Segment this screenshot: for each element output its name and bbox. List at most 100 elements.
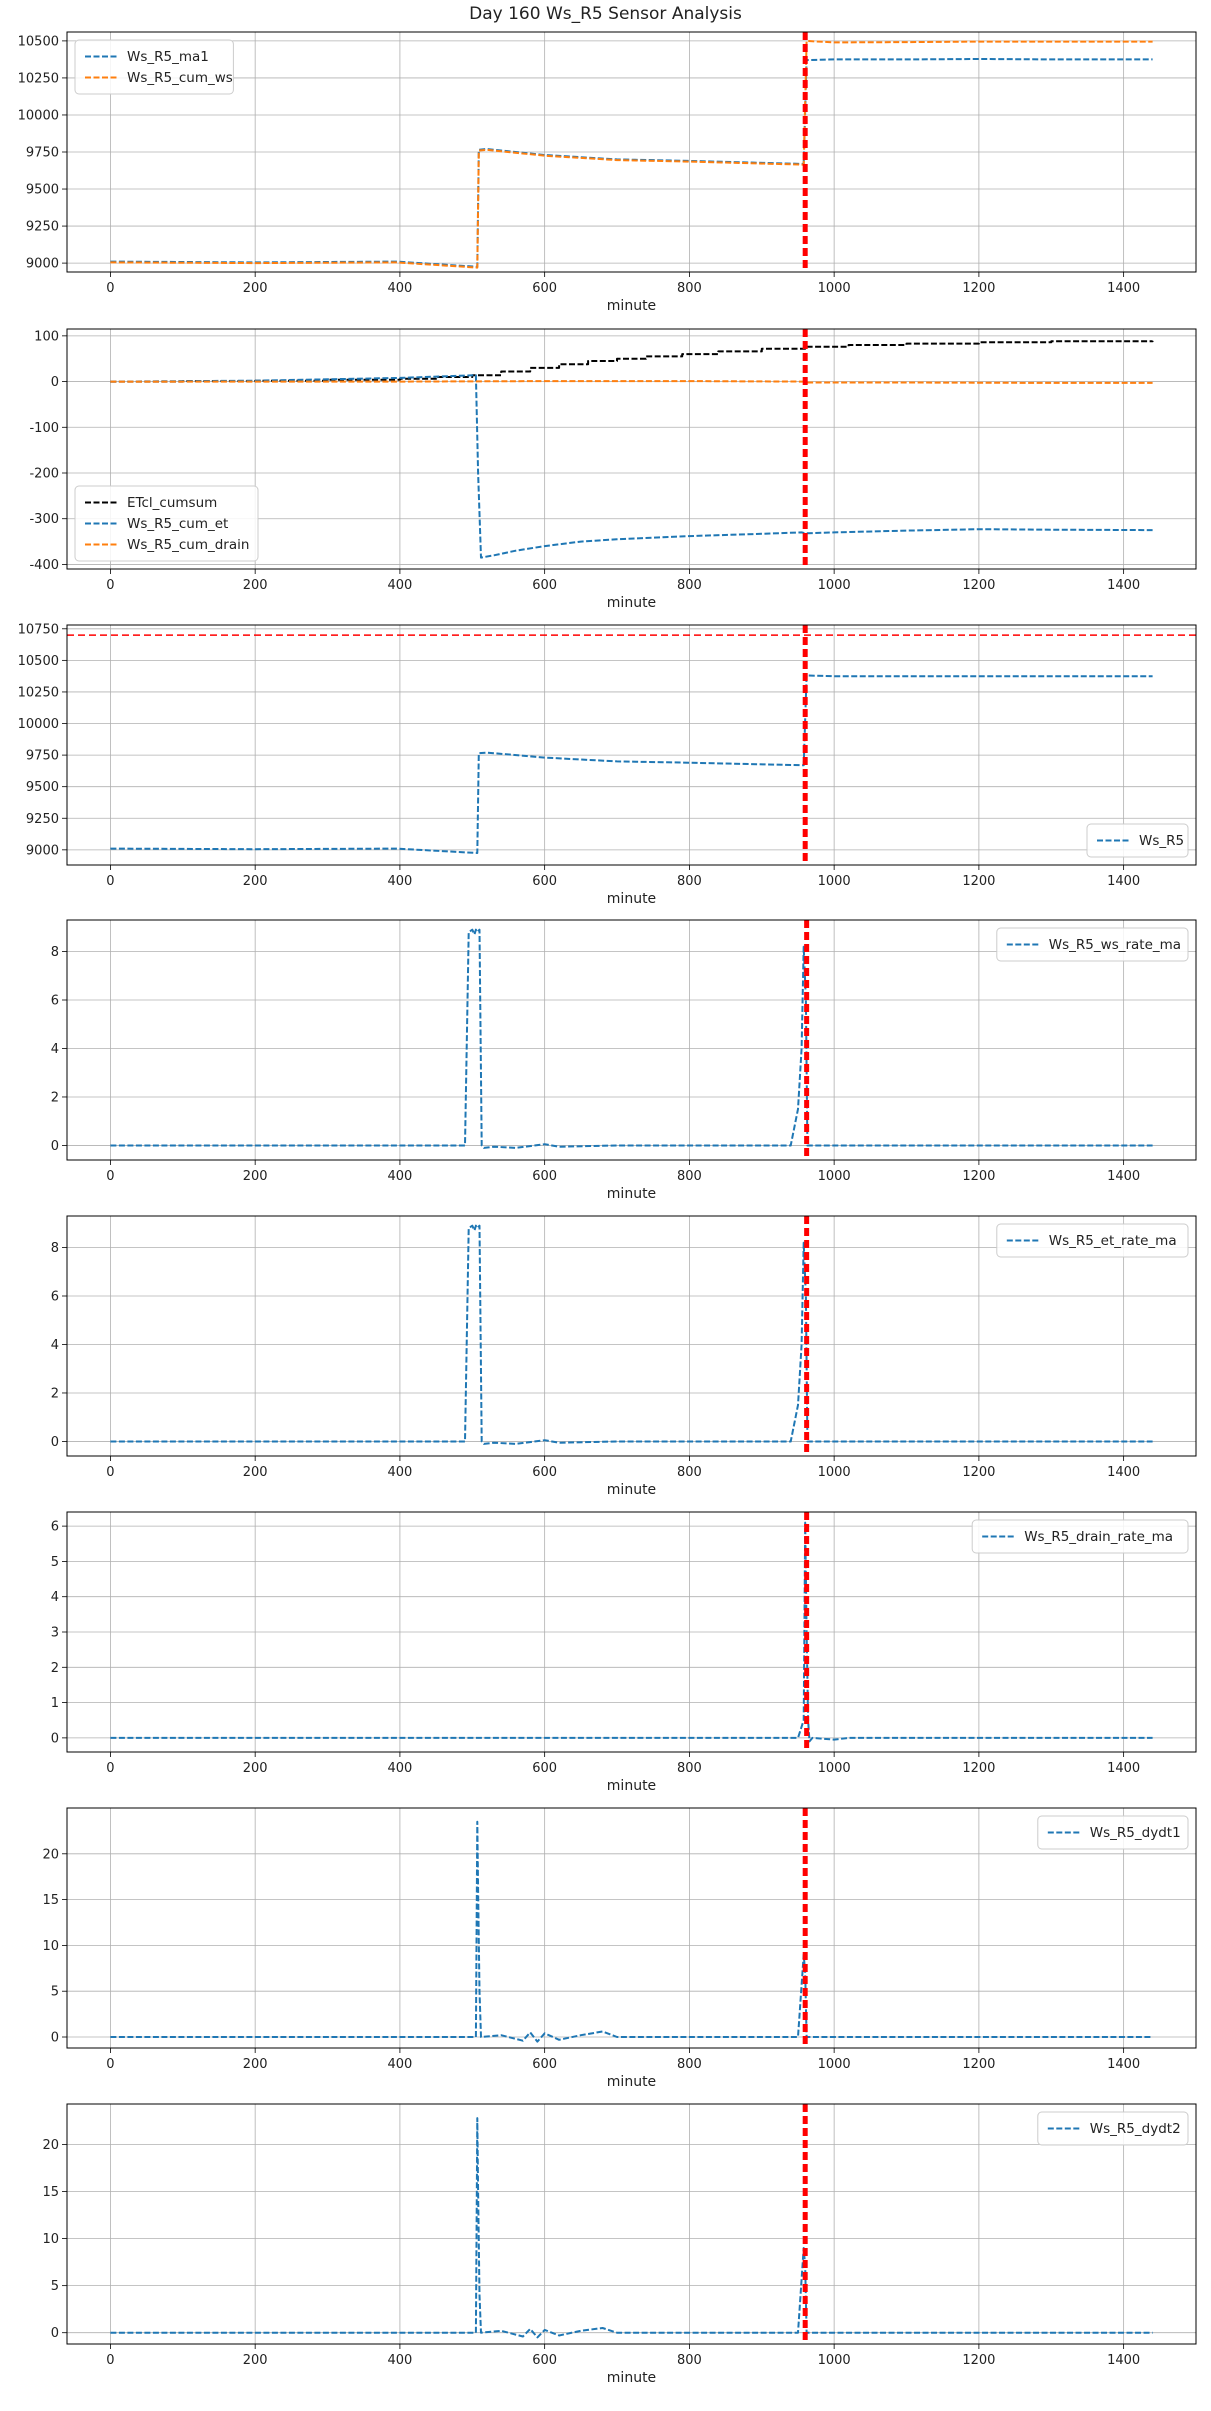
series-line-Ws_R5_et_rate_ma (110, 1224, 1153, 1445)
y-tick-label: 10000 (18, 717, 59, 732)
y-tick-label: 15 (42, 2185, 59, 2200)
series-line-Ws_R5_cum_drain (110, 380, 1153, 384)
chart-panel-4: 0 200 400 600 800 1000 1200 1400 0 2 4 6 8 minute Ws_R… (51, 919, 1197, 1202)
y-tick-label: 0 (51, 2031, 59, 2046)
axes-frame (66, 1807, 1197, 2049)
axes-frame (66, 919, 1197, 1161)
x-tick-label: 1000 (818, 578, 851, 593)
x-tick-label: 1400 (1107, 874, 1140, 889)
axes-frame (66, 624, 1197, 866)
y-tick-label: 10750 (18, 622, 59, 637)
x-tick-label: 400 (387, 2057, 412, 2072)
y-tick-label: 9500 (26, 780, 59, 795)
plot-area (110, 39, 1153, 269)
x-tick-label: 400 (387, 1761, 412, 1776)
plot-area (110, 1820, 1153, 2043)
x-tick-label: 1400 (1107, 1465, 1140, 1480)
y-tick-label: 100 (34, 329, 59, 344)
x-tick-label: 1000 (818, 281, 851, 296)
x-axis-label: minute (607, 595, 656, 611)
y-tick-label: 5 (51, 2279, 59, 2294)
x-axis-label: minute (607, 2370, 656, 2386)
y-tick-label: 10 (42, 2232, 59, 2247)
y-tick-label: 0 (51, 1435, 59, 1450)
series-line-Ws_R5_cum_et (110, 374, 1153, 559)
chart-panel-8: 0 200 400 600 800 1000 1200 1400 0 5 10 15 20 minute W… (42, 2103, 1197, 2386)
y-tick-label: 10250 (18, 71, 59, 86)
x-tick-label: 0 (106, 281, 114, 296)
x-tick-label: 0 (106, 1465, 114, 1480)
x-tick-label: 400 (387, 578, 412, 593)
x-tick-label: 800 (677, 578, 702, 593)
x-tick-label: 0 (106, 2057, 114, 2072)
series-line-Ws_R5_cum_ws (110, 39, 1153, 269)
y-tick-label: -100 (29, 421, 59, 436)
x-tick-label: 800 (677, 2057, 702, 2072)
x-tick-label: 600 (532, 874, 557, 889)
x-tick-label: 600 (532, 2057, 557, 2072)
y-tick-label: 8 (51, 1241, 59, 1256)
legend-entry: Ws_R5_dydt2 (1090, 2121, 1181, 2137)
y-tick-label: 10500 (18, 654, 59, 669)
y-tick-label: 10000 (18, 108, 59, 123)
x-tick-label: 200 (243, 1169, 268, 1184)
legend-entry: Ws_R5_dydt1 (1090, 1825, 1181, 1841)
figure-title: Day 160 Ws_R5 Sensor Analysis (469, 4, 742, 24)
x-tick-label: 1000 (818, 2057, 851, 2072)
x-tick-label: 0 (106, 1169, 114, 1184)
x-tick-label: 400 (387, 2353, 412, 2368)
y-tick-label: 9500 (26, 183, 59, 198)
y-tick-label: 10250 (18, 685, 59, 700)
legend: Ws_R5_ma1 Ws_R5_cum_ws (74, 39, 234, 95)
series-line-Ws_R5 (110, 674, 1153, 854)
chart-panel-3: 0 200 400 600 800 1000 1200 1400 9000 9250 9500 975… (18, 622, 1197, 907)
legend-entry: Ws_R5_drain_rate_ma (1024, 1529, 1173, 1545)
x-tick-label: 1000 (818, 1465, 851, 1480)
series-line-Ws_R5_ws_rate_ma (110, 928, 1153, 1149)
x-axis-label: minute (607, 2074, 656, 2090)
plot-area (110, 1521, 1153, 1743)
y-tick-label: 5 (51, 1555, 59, 1570)
y-tick-label: -200 (29, 467, 59, 482)
legend-entry: Ws_R5_et_rate_ma (1049, 1233, 1177, 1249)
legend-entry: Ws_R5_ma1 (127, 49, 209, 65)
y-tick-label: 3 (51, 1626, 59, 1641)
axes-frame (66, 1511, 1197, 1753)
legend-box (996, 927, 1189, 962)
x-axis-label: minute (607, 891, 656, 907)
axes-frame (66, 2103, 1197, 2345)
chart-panel-7: 0 200 400 600 800 1000 1200 1400 0 5 10 15 20 minute W… (42, 1807, 1197, 2090)
x-tick-label: 1200 (962, 578, 995, 593)
legend: Ws_R5_drain_rate_ma (971, 1519, 1189, 1554)
y-tick-label: 4 (51, 1338, 59, 1353)
x-tick-label: 1200 (962, 874, 995, 889)
legend-box (971, 1519, 1189, 1554)
legend-entry: ETcl_cumsum (127, 495, 217, 511)
y-tick-label: 0 (51, 1731, 59, 1746)
plot-area (110, 1224, 1153, 1445)
x-tick-label: 1000 (818, 874, 851, 889)
x-tick-label: 800 (677, 1465, 702, 1480)
x-tick-label: 400 (387, 1465, 412, 1480)
x-tick-label: 600 (532, 1169, 557, 1184)
chart-panel-6: 0 200 400 600 800 1000 1200 1400 0 1 2 3 4 5 6 minute Ws… (51, 1511, 1197, 1794)
x-tick-label: 800 (677, 1761, 702, 1776)
x-tick-label: 1000 (818, 1169, 851, 1184)
plot-area (110, 928, 1153, 1149)
y-tick-label: 10500 (18, 34, 59, 49)
legend: Ws_R5_et_rate_ma (996, 1223, 1189, 1258)
legend-box (74, 485, 259, 562)
legend: ETcl_cumsum Ws_R5_cum_et Ws_R5_cum_drain (74, 485, 259, 562)
legend-entry: Ws_R5_cum_et (127, 516, 228, 532)
y-tick-label: 9000 (26, 257, 59, 272)
x-tick-label: 1400 (1107, 1169, 1140, 1184)
y-tick-label: 20 (42, 1847, 59, 1862)
chart-panel-5: 0 200 400 600 800 1000 1200 1400 0 2 4 6 8 minute Ws_R… (51, 1215, 1197, 1498)
y-tick-label: 9250 (26, 220, 59, 235)
series-line-Ws_R5_dydt1 (110, 1820, 1153, 2043)
y-tick-label: 6 (51, 1520, 59, 1535)
y-tick-label: 15 (42, 1893, 59, 1908)
chart-panel-2: 0 200 400 600 800 1000 1200 14001000-100-200-30… (29, 328, 1197, 611)
y-tick-label: 10 (42, 1939, 59, 1954)
x-tick-label: 800 (677, 1169, 702, 1184)
